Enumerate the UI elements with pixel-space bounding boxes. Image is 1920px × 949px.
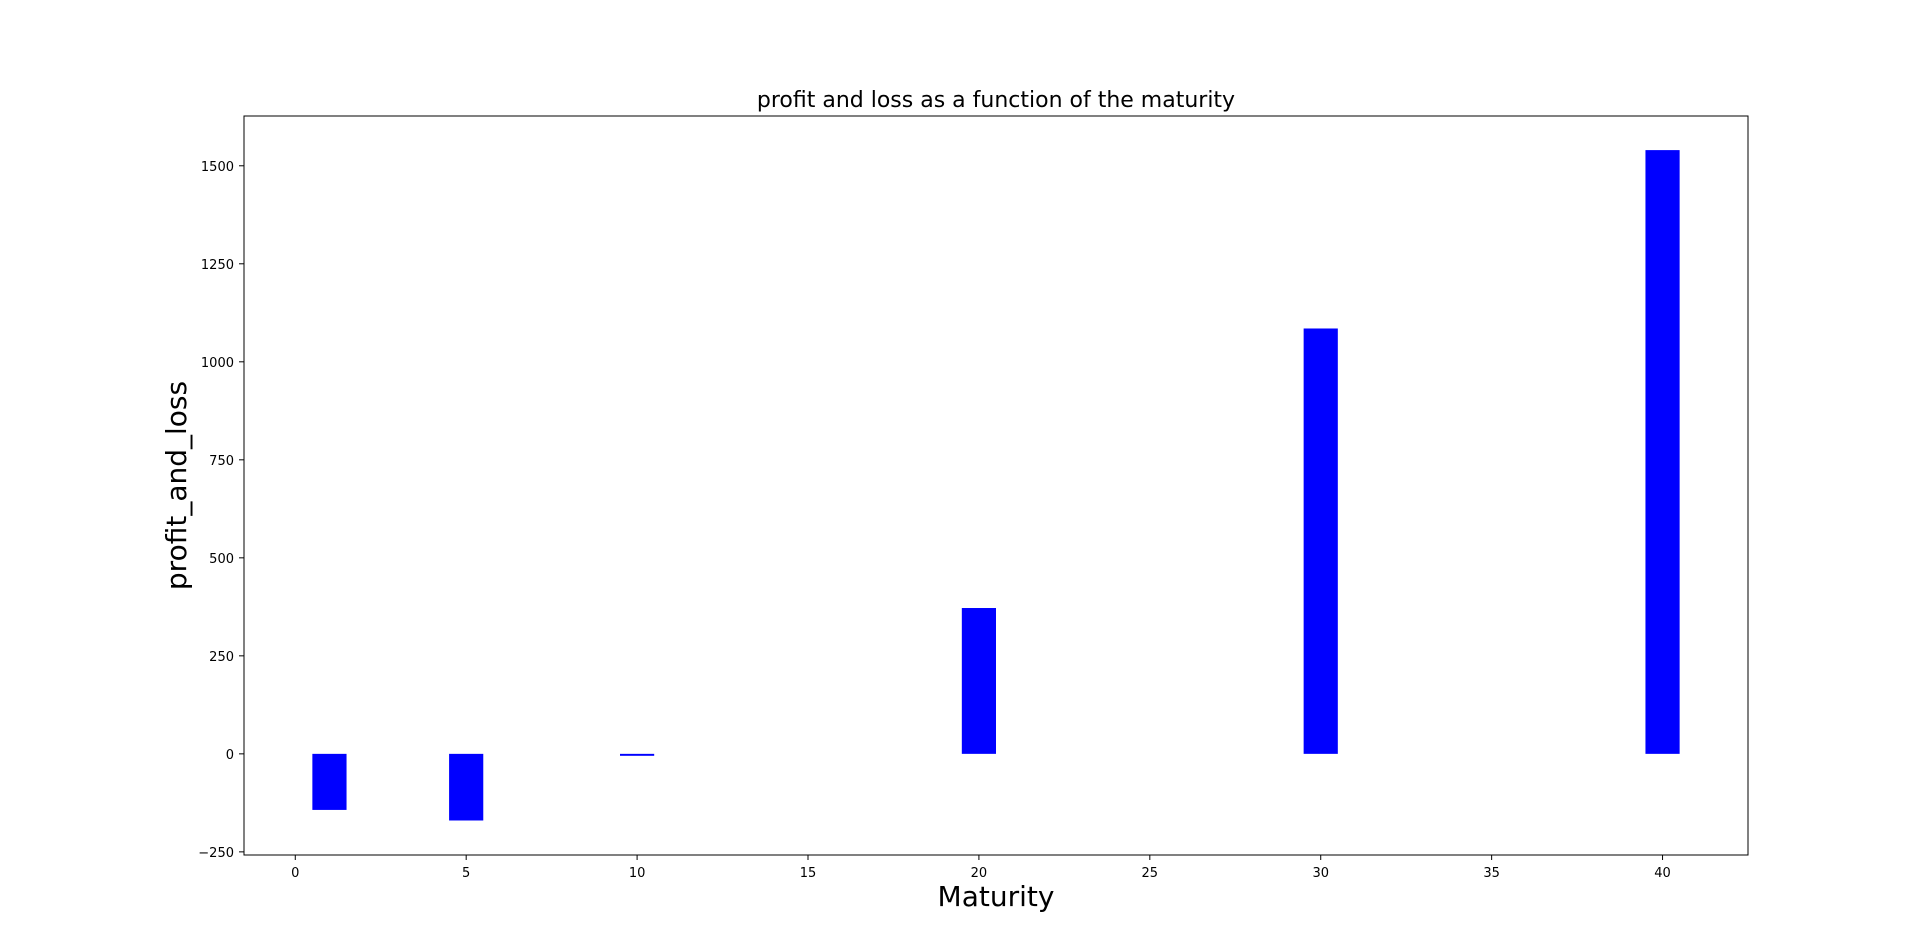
y-tick-label: 750 xyxy=(209,454,234,469)
x-tick-label: 35 xyxy=(1483,866,1500,881)
x-tick-label: 20 xyxy=(971,866,988,881)
y-tick-label: 500 xyxy=(209,552,234,567)
bar xyxy=(1645,150,1680,754)
x-tick-label: 10 xyxy=(629,866,646,881)
bar xyxy=(312,753,347,810)
x-tick-label: 25 xyxy=(1142,866,1159,881)
x-tick-label: 0 xyxy=(291,866,299,881)
plot-frame xyxy=(243,115,1749,856)
x-tick-label: 15 xyxy=(800,866,817,881)
y-tick-label: 1000 xyxy=(201,356,234,371)
bar xyxy=(620,753,655,756)
x-tick-label: 40 xyxy=(1654,866,1671,881)
x-axis: 0 5 10 15 20 25 30 35 40 xyxy=(291,855,1671,881)
y-tick-label: −250 xyxy=(198,846,234,861)
bar xyxy=(449,753,484,821)
bar-group xyxy=(312,150,1680,821)
y-tick-label: 1250 xyxy=(201,258,234,273)
bar xyxy=(961,608,996,754)
chart-title: profit and loss as a function of the mat… xyxy=(757,88,1235,113)
x-tick-label: 5 xyxy=(462,866,470,881)
bar xyxy=(1303,328,1338,754)
y-tick-label: 0 xyxy=(226,748,234,763)
y-axis: −250 0 250 500 750 1000 1250 1500 xyxy=(198,160,244,861)
x-axis-label: Maturity xyxy=(938,880,1055,913)
y-tick-label: 1500 xyxy=(201,160,234,175)
y-axis-label: profit_and_loss xyxy=(160,381,193,590)
y-tick-label: 250 xyxy=(209,650,234,665)
x-tick-label: 30 xyxy=(1312,866,1329,881)
